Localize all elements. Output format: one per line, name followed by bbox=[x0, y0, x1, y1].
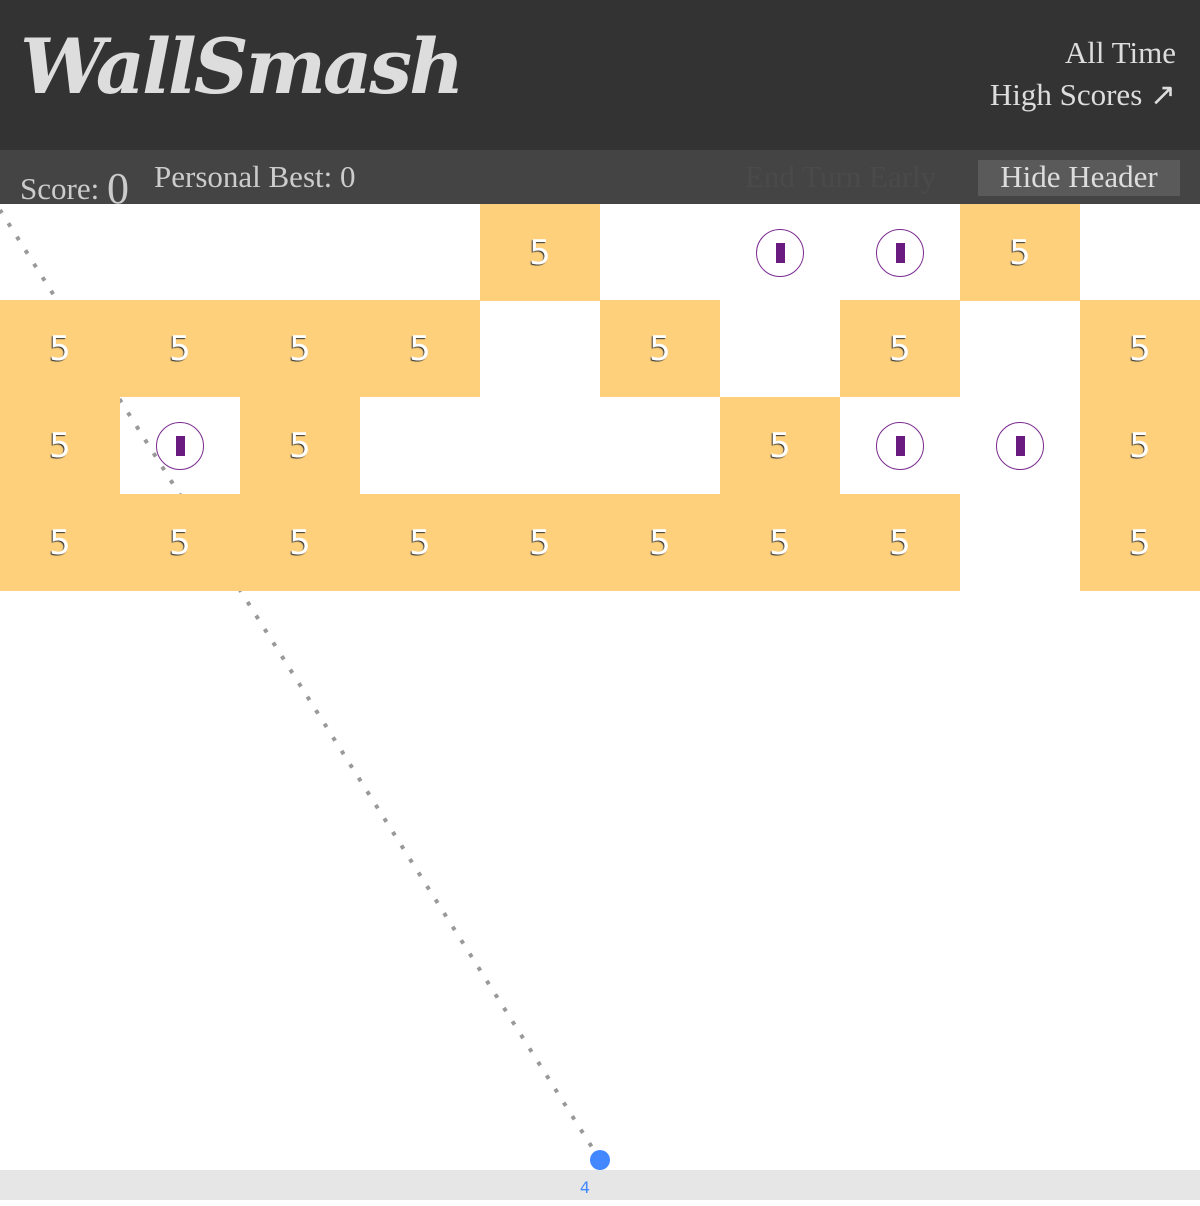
brick: 5 bbox=[240, 300, 360, 397]
brick: 5 bbox=[480, 494, 600, 591]
high-scores-line2: High Scores bbox=[989, 77, 1143, 112]
personal-best-value: 0 bbox=[340, 159, 356, 194]
extra-ball-powerup-icon bbox=[876, 228, 924, 277]
brick: 5 bbox=[960, 204, 1080, 301]
end-turn-early-button[interactable]: End Turn Early bbox=[745, 159, 937, 194]
brick: 5 bbox=[1080, 397, 1200, 494]
brick: 5 bbox=[840, 494, 960, 591]
brick: 5 bbox=[120, 494, 240, 591]
header: WallSmash All Time High Scores ↗ bbox=[0, 0, 1200, 150]
powerup bbox=[960, 397, 1080, 494]
brick: 5 bbox=[840, 300, 960, 397]
powerup bbox=[120, 397, 240, 494]
logo: WallSmash bbox=[20, 22, 464, 111]
personal-best-label: Personal Best: bbox=[154, 159, 333, 194]
score-value: 0 bbox=[106, 164, 129, 213]
high-scores-link[interactable]: All Time High Scores ↗ bbox=[990, 32, 1176, 116]
brick: 5 bbox=[720, 494, 840, 591]
brick: 5 bbox=[360, 300, 480, 397]
brick: 5 bbox=[240, 397, 360, 494]
brick: 5 bbox=[0, 397, 120, 494]
ball-count: 4 bbox=[0, 1170, 1200, 1200]
ball[interactable] bbox=[590, 1150, 610, 1170]
brick: 5 bbox=[120, 300, 240, 397]
hide-header-button[interactable]: Hide Header bbox=[978, 160, 1180, 196]
score-bar: Score: 0 Personal Best: 0 End Turn Early… bbox=[0, 150, 1200, 213]
score-label: Score: bbox=[20, 171, 100, 206]
extra-ball-powerup-icon bbox=[876, 421, 924, 470]
brick: 5 bbox=[1080, 494, 1200, 591]
brick: 5 bbox=[360, 494, 480, 591]
high-scores-line1: All Time bbox=[1064, 35, 1176, 70]
brick: 5 bbox=[240, 494, 360, 591]
powerup bbox=[720, 204, 840, 301]
extra-ball-powerup-icon bbox=[756, 228, 804, 277]
brick: 5 bbox=[480, 204, 600, 301]
powerup bbox=[840, 397, 960, 494]
extra-ball-powerup-icon bbox=[156, 421, 204, 470]
brick: 5 bbox=[600, 300, 720, 397]
brick: 5 bbox=[0, 494, 120, 591]
brick: 5 bbox=[0, 300, 120, 397]
powerup bbox=[840, 204, 960, 301]
arrow-up-right-icon: ↗ bbox=[1150, 77, 1176, 112]
brick: 5 bbox=[720, 397, 840, 494]
brick: 5 bbox=[1080, 300, 1200, 397]
extra-ball-powerup-icon bbox=[996, 421, 1044, 470]
aim-line bbox=[0, 208, 602, 1162]
brick: 5 bbox=[600, 494, 720, 591]
